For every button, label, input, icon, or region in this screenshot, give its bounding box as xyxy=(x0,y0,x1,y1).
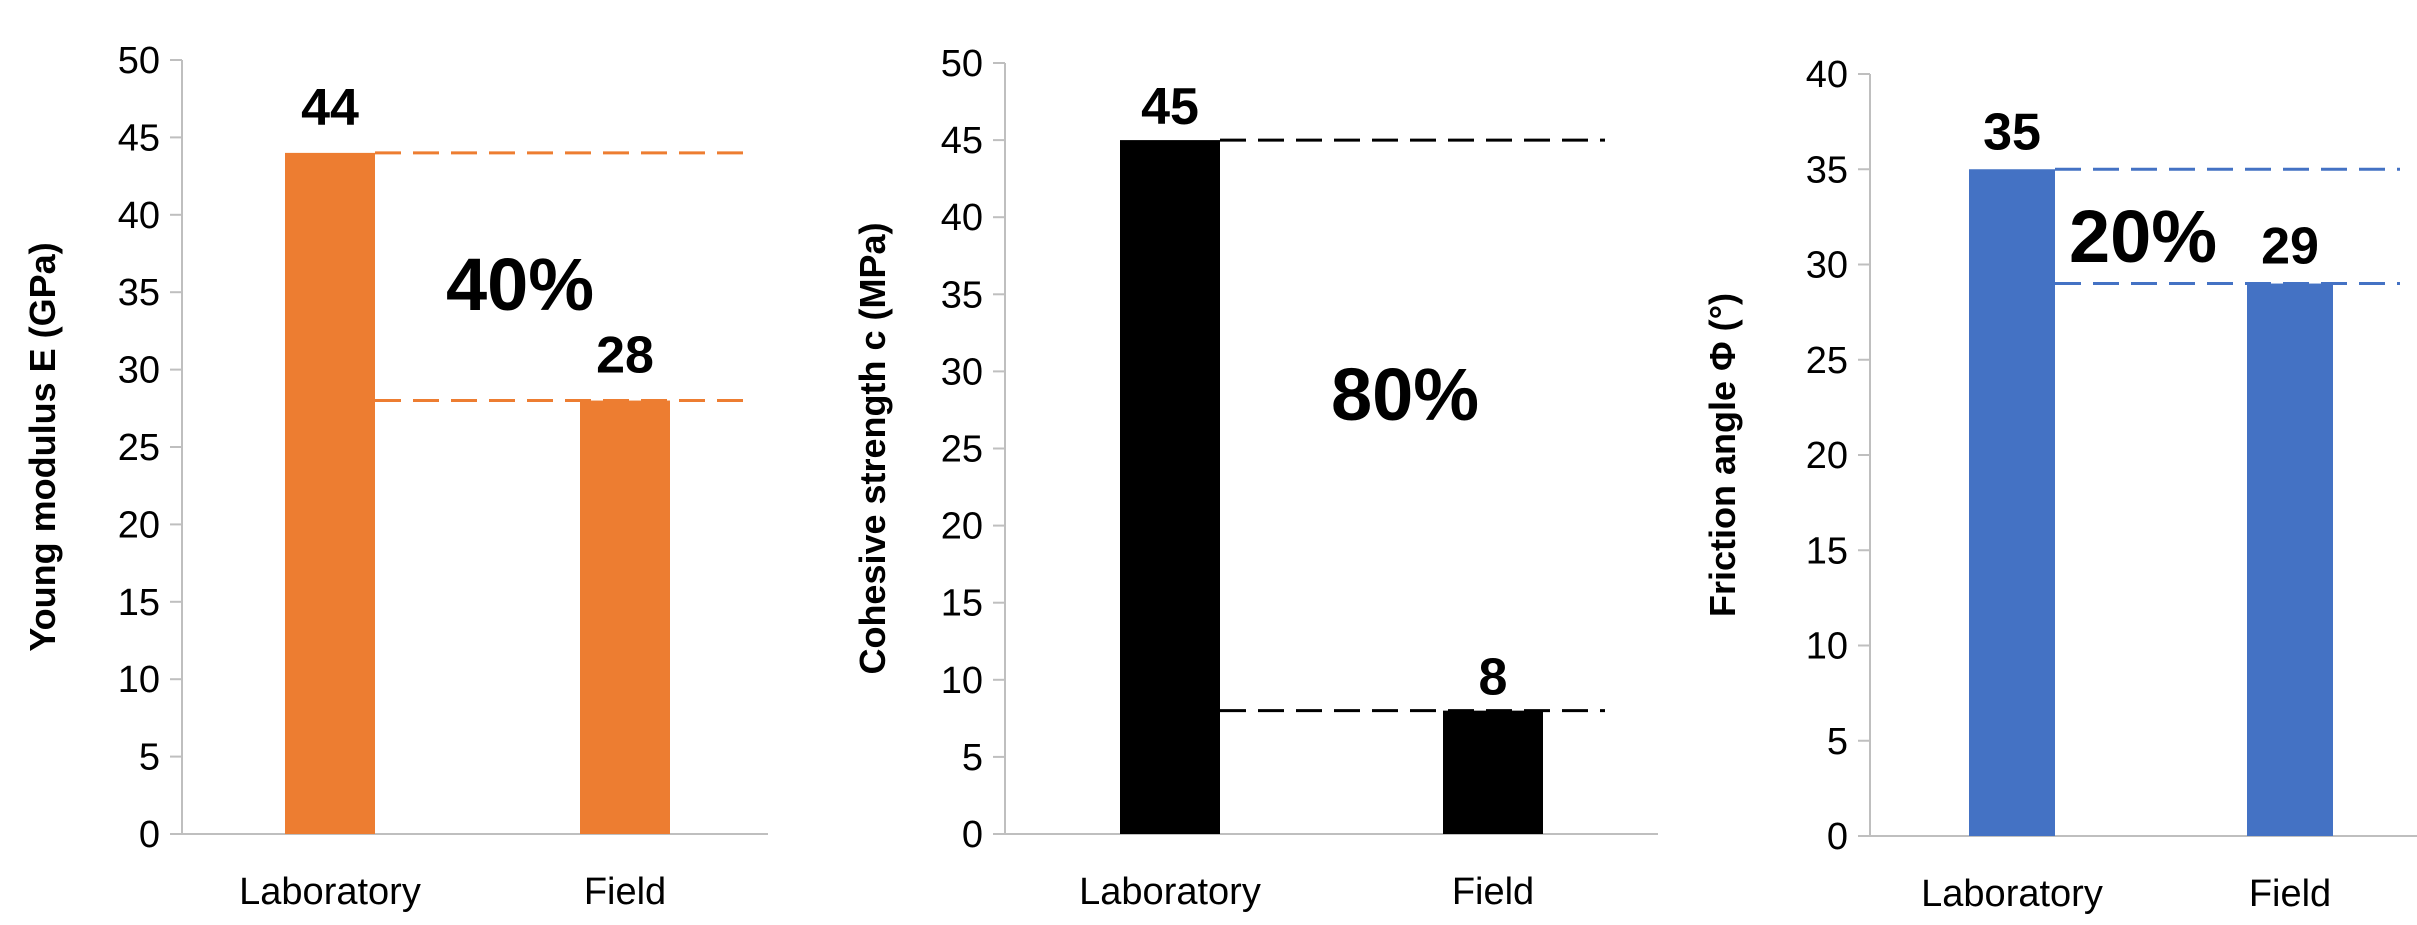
bar-field xyxy=(2247,283,2333,836)
percent-reduction-label: 80% xyxy=(1331,353,1479,436)
category-label: Field xyxy=(2249,873,2331,915)
y-tick-label: 50 xyxy=(118,40,160,82)
y-tick-label: 50 xyxy=(941,43,983,85)
y-tick-label: 15 xyxy=(118,582,160,624)
data-label: 35 xyxy=(1983,103,2041,161)
y-tick-label: 20 xyxy=(941,506,983,548)
y-tick-label: 30 xyxy=(941,351,983,393)
data-label: 8 xyxy=(1479,649,1508,707)
y-tick-label: 25 xyxy=(118,427,160,469)
y-tick-label: 5 xyxy=(1827,721,1848,763)
y-tick-label: 40 xyxy=(1806,54,1848,96)
y-tick-label: 10 xyxy=(1806,626,1848,668)
y-tick-label: 25 xyxy=(941,429,983,471)
chart-3: 0 5 10 15 20 25 30 35 40 Friction angle Φ (°) 35 La… xyxy=(1702,54,2417,915)
category-label: Field xyxy=(584,871,666,913)
y-tick-label: 35 xyxy=(1806,149,1848,191)
y-tick-label: 40 xyxy=(118,195,160,237)
y-tick-label: 10 xyxy=(941,660,983,702)
y-tick-label: 0 xyxy=(139,814,160,856)
y-tick-label: 45 xyxy=(941,120,983,162)
bar-field xyxy=(1443,710,1543,834)
chart-2: 0 5 10 15 20 25 30 35 40 45 50 Cohesive strength c … xyxy=(852,43,1658,913)
y-tick-label: 30 xyxy=(118,350,160,392)
percent-reduction-label: 20% xyxy=(2069,195,2217,278)
category-label: Laboratory xyxy=(1921,873,2103,915)
y-tick-label: 40 xyxy=(941,197,983,239)
y-tick-label: 20 xyxy=(118,504,160,546)
bar-laboratory xyxy=(1120,140,1220,835)
y-tick-label: 35 xyxy=(941,274,983,316)
data-label: 28 xyxy=(596,327,654,385)
y-tick-label: 15 xyxy=(1806,530,1848,572)
y-tick-label: 0 xyxy=(1827,816,1848,858)
y-tick-label: 0 xyxy=(962,814,983,856)
y-tick-label: 45 xyxy=(118,117,160,159)
y-tick-label: 20 xyxy=(1806,435,1848,477)
chart-1: 0 5 10 15 20 25 30 35 40 45 50 Young modulus E (GPa… xyxy=(22,40,768,913)
y-tick-label: 30 xyxy=(1806,245,1848,287)
y-tick-label: 35 xyxy=(118,272,160,314)
category-label: Laboratory xyxy=(239,871,421,913)
y-tick-label: 15 xyxy=(941,583,983,625)
bar-field xyxy=(580,400,670,834)
data-label: 45 xyxy=(1141,78,1199,136)
category-label: Field xyxy=(1452,871,1534,913)
y-tick-label: 5 xyxy=(139,737,160,779)
category-label: Laboratory xyxy=(1079,871,1261,913)
data-label: 29 xyxy=(2261,218,2319,276)
y-axis-title: Cohesive strength c (MPa) xyxy=(852,222,893,674)
y-axis-title: Friction angle Φ (°) xyxy=(1702,293,1743,617)
percent-reduction-label: 40% xyxy=(446,243,594,326)
bar-laboratory xyxy=(285,152,375,834)
y-tick-label: 10 xyxy=(118,659,160,701)
y-tick-label: 5 xyxy=(962,737,983,779)
y-tick-label: 25 xyxy=(1806,340,1848,382)
bar-laboratory xyxy=(1969,169,2055,836)
data-label: 44 xyxy=(301,79,359,137)
y-axis-title: Young modulus E (GPa) xyxy=(22,242,63,651)
